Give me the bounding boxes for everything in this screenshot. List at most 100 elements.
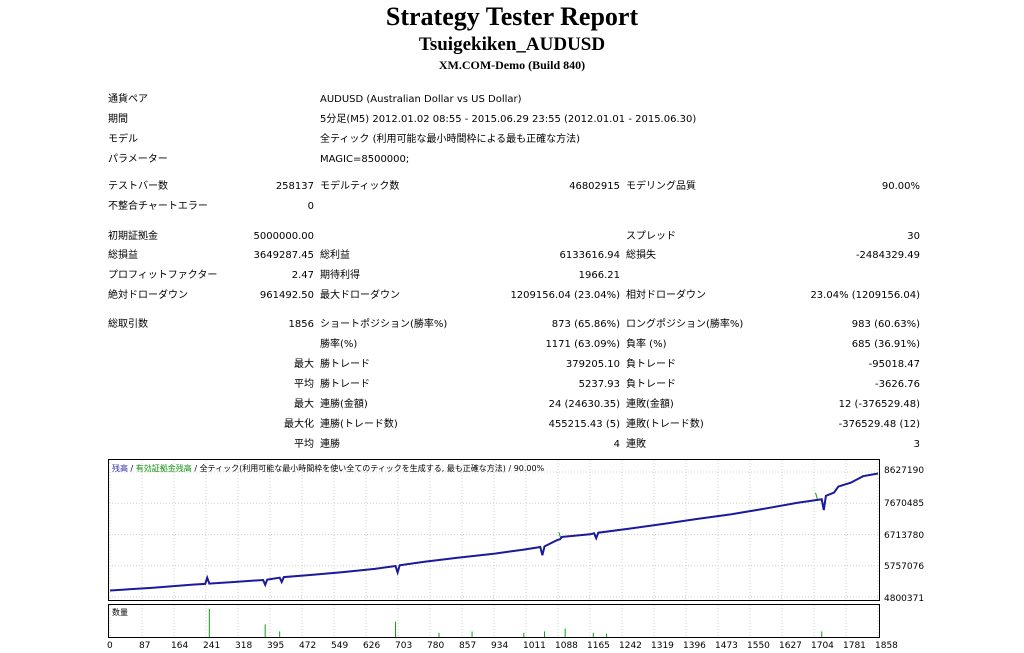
max-cons-loss-value: -376529.48 (12) bbox=[838, 419, 920, 430]
gross-profit-value: 6133616.94 bbox=[559, 250, 620, 261]
x-tick-label: 318 bbox=[235, 641, 253, 651]
abs-drawdown-label: 絶対ドローダウン bbox=[108, 290, 188, 301]
volume-chart bbox=[108, 604, 880, 638]
x-tick-label: 1858 bbox=[875, 641, 898, 651]
test-bars-label: テストバー数 bbox=[108, 181, 168, 192]
long-positions-label: ロングポジション(勝率%) bbox=[626, 319, 744, 330]
total-trades-label: 総取引数 bbox=[108, 319, 148, 330]
x-tick-label: 1011 bbox=[523, 641, 546, 651]
profit-factor-label: プロフィットファクター bbox=[108, 270, 218, 281]
loss-rate-label: 負率 (%) bbox=[626, 339, 667, 350]
avg-cons-losses-label: 連敗 bbox=[626, 439, 646, 450]
deposit-label: 初期証拠金 bbox=[108, 231, 158, 242]
x-tick-label: 1627 bbox=[779, 641, 802, 651]
balance-chart bbox=[108, 459, 880, 601]
info-value-symbol: AUDUSD (Australian Dollar vs US Dollar) bbox=[320, 94, 522, 105]
maximum-prefix: 最大 bbox=[294, 399, 314, 410]
equity-spike bbox=[815, 492, 819, 500]
x-tick-label: 241 bbox=[203, 641, 221, 651]
balance-line bbox=[109, 472, 879, 592]
win-rate-value: 1171 (63.09%) bbox=[545, 339, 620, 350]
long-positions-value: 983 (60.63%) bbox=[851, 319, 920, 330]
loss-rate-value: 685 (36.91%) bbox=[851, 339, 920, 350]
model-quality-label: モデリング品質 bbox=[626, 181, 696, 192]
info-value-model: 全ティック (利用可能な最小時間枠による最も正確な方法) bbox=[320, 134, 581, 145]
x-tick-label: 1704 bbox=[811, 641, 834, 651]
model-ticks-label: モデルティック数 bbox=[320, 181, 400, 192]
mismatch-value: 0 bbox=[307, 201, 314, 212]
max-drawdown-value: 1209156.04 (23.04%) bbox=[510, 290, 620, 301]
avg-win-label: 勝トレード bbox=[320, 379, 370, 390]
gross-loss-label: 総損失 bbox=[626, 250, 656, 261]
report-title: Strategy Tester Report bbox=[385, 2, 639, 31]
x-tick-label: 703 bbox=[395, 641, 413, 651]
spread-label: スプレッド bbox=[626, 231, 676, 242]
largest-prefix: 最大 bbox=[294, 359, 314, 370]
volume-label: 数量 bbox=[112, 608, 128, 617]
deposit-value: 5000000.00 bbox=[253, 231, 314, 242]
avg-cons-wins-label: 連勝 bbox=[320, 439, 340, 450]
maximal-prefix: 最大化 bbox=[284, 419, 314, 430]
total-trades-value: 1856 bbox=[288, 319, 314, 330]
avg-loss-label: 負トレード bbox=[626, 379, 676, 390]
rel-drawdown-value: 23.04% (1209156.04) bbox=[810, 290, 920, 301]
info-label-symbol: 通貨ペア bbox=[108, 94, 148, 105]
info-value-params: MAGIC=8500000; bbox=[320, 154, 410, 165]
x-tick-label: 1165 bbox=[587, 641, 610, 651]
avg-cons-losses-value: 3 bbox=[913, 439, 920, 450]
x-tick-label: 626 bbox=[363, 641, 381, 651]
info-label-params: パラメーター bbox=[108, 154, 168, 165]
y-tick-label: 4800371 bbox=[884, 594, 925, 604]
average-prefix: 平均 bbox=[294, 379, 314, 390]
ea-name: Tsuigekiken_AUDUSD bbox=[418, 34, 606, 55]
expected-payoff-value: 1966.21 bbox=[578, 270, 620, 281]
short-positions-label: ショートポジション(勝率%) bbox=[320, 319, 448, 330]
win-rate-label: 勝率(%) bbox=[320, 339, 358, 350]
avg-cons-prefix: 平均 bbox=[294, 439, 314, 450]
max-cons-profit-value: 455215.43 (5) bbox=[548, 419, 620, 430]
gross-loss-value: -2484329.49 bbox=[855, 250, 920, 261]
x-tick-label: 549 bbox=[331, 641, 349, 651]
x-tick-label: 1550 bbox=[747, 641, 770, 651]
gross-profit-label: 総利益 bbox=[320, 250, 350, 261]
avg-cons-wins-value: 4 bbox=[613, 439, 620, 450]
chart-legend: 残高 / 有効証拠金残高 / 全ティック(利用可能な最小時間枠を使い全てのティッ… bbox=[112, 463, 544, 474]
x-tick-label: 164 bbox=[171, 641, 189, 651]
x-tick-label: 1396 bbox=[683, 641, 706, 651]
y-tick-label: 8627190 bbox=[884, 466, 925, 476]
test-bars-value: 258137 bbox=[275, 181, 314, 192]
abs-drawdown-value: 961492.50 bbox=[259, 290, 314, 301]
model-ticks-value: 46802915 bbox=[569, 181, 620, 192]
x-tick-label: 1781 bbox=[843, 641, 866, 651]
spread-value: 30 bbox=[907, 231, 920, 242]
avg-loss-value: -3626.76 bbox=[875, 379, 920, 390]
x-tick-label: 395 bbox=[267, 641, 285, 651]
net-profit-value: 3649287.45 bbox=[253, 250, 314, 261]
net-profit-label: 総損益 bbox=[108, 250, 138, 261]
profit-factor-value: 2.47 bbox=[291, 270, 314, 281]
info-value-period: 5分足(M5) 2012.01.02 08:55 - 2015.06.29 23… bbox=[320, 114, 697, 125]
largest-loss-label: 負トレード bbox=[626, 359, 676, 370]
volume-chart-svg bbox=[108, 604, 880, 638]
y-tick-label: 5757076 bbox=[884, 562, 925, 572]
legend-sep: / bbox=[128, 464, 136, 473]
x-tick-label: 934 bbox=[491, 641, 509, 651]
model-quality-value: 90.00% bbox=[881, 181, 920, 192]
x-tick-label: 1088 bbox=[555, 641, 578, 651]
x-tick-label: 0 bbox=[107, 641, 113, 651]
server-info: XM.COM-Demo (Build 840) bbox=[438, 58, 586, 72]
info-label-model: モデル bbox=[108, 134, 138, 145]
legend-equity: 有効証拠金残高 bbox=[135, 464, 192, 473]
max-cons-loss-label: 連敗(トレード数) bbox=[626, 419, 704, 430]
short-positions-value: 873 (65.86%) bbox=[551, 319, 620, 330]
rel-drawdown-label: 相対ドローダウン bbox=[626, 290, 706, 301]
max-cons-profit-label: 連勝(トレード数) bbox=[320, 419, 398, 430]
x-tick-label: 1473 bbox=[715, 641, 738, 651]
y-tick-label: 6713780 bbox=[884, 531, 925, 541]
mismatch-label: 不整合チャートエラー bbox=[108, 201, 208, 212]
x-tick-label: 857 bbox=[459, 641, 477, 651]
x-tick-label: 472 bbox=[299, 641, 317, 651]
legend-rest: / 全ティック(利用可能な最小時間枠を使い全てのティックを生成する, 最も正確な… bbox=[191, 464, 545, 473]
expected-payoff-label: 期待利得 bbox=[320, 270, 360, 281]
x-tick-label: 87 bbox=[139, 641, 151, 651]
